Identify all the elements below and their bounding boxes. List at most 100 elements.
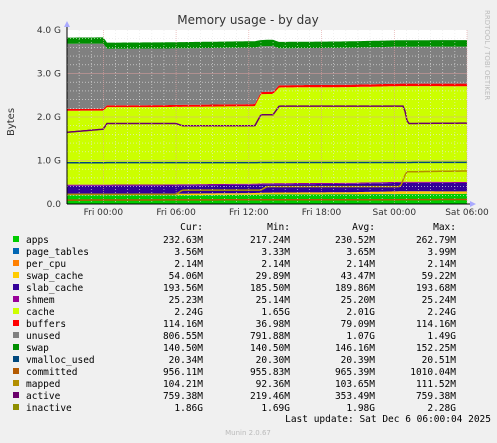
legend-value: 1.98G — [346, 403, 375, 414]
legend-swatch — [13, 404, 19, 410]
legend-value: 759.38M — [163, 391, 203, 402]
legend-swatch — [13, 296, 19, 302]
legend-value: 104.21M — [163, 379, 203, 390]
legend-name: buffers — [26, 319, 66, 330]
legend-value: 140.50M — [250, 343, 290, 354]
area-page_tables — [67, 193, 467, 196]
y-ticks: 0.0 1.0 G 2.0 G 3.0 G 4.0 G — [37, 26, 61, 210]
legend-value: 2.01G — [346, 307, 375, 318]
legend-name: inactive — [26, 403, 72, 414]
legend-name: cache — [26, 307, 55, 318]
legend-value: 114.16M — [416, 319, 456, 330]
legend-name: mapped — [26, 379, 60, 390]
area-cache — [67, 86, 467, 185]
legend-value: 79.09M — [341, 319, 376, 330]
legend-value: 193.56M — [163, 283, 203, 294]
legend-value: 20.30M — [256, 355, 291, 366]
line-active — [67, 170, 468, 196]
legend-swatch — [13, 248, 19, 254]
legend-value: 1010.04M — [410, 367, 456, 378]
x-tick-label: Fri 12:00 — [229, 208, 269, 218]
legend-value: 2.28G — [427, 403, 456, 414]
series-lines — [66, 105, 468, 201]
legend-value: 955.83M — [250, 367, 290, 378]
legend-value: 25.23M — [169, 295, 204, 306]
legend-value: 59.22M — [422, 271, 457, 282]
legend-name: page_tables — [26, 247, 89, 258]
area-shmem — [67, 181, 467, 186]
legend-value: 1.07G — [346, 331, 375, 342]
legend-value: 353.49M — [335, 391, 375, 402]
area-swap — [67, 37, 467, 49]
grid-lines — [66, 30, 468, 204]
area-slab_cache — [67, 182, 467, 194]
legend-value: 152.25M — [416, 343, 456, 354]
x-ticks: Fri 00:00 Fri 06:00 Fri 12:00 Fri 18:00 Sat … — [84, 208, 489, 218]
line-inactive — [66, 105, 467, 133]
legend-value: 20.39M — [341, 355, 376, 366]
legend-value: 146.16M — [335, 343, 375, 354]
legend-name: swap — [26, 343, 49, 354]
legend-value: 956.11M — [163, 367, 203, 378]
legend-value: 217.24M — [250, 235, 290, 246]
legend-value: 20.51M — [422, 355, 457, 366]
legend-swatch — [13, 272, 19, 278]
legend-name: unused — [26, 331, 60, 342]
legend-name: active — [26, 391, 61, 402]
x-axis-arrow-icon — [470, 201, 476, 207]
legend-value: 3.33M — [261, 247, 290, 258]
y-tick-label: 2.0 G — [37, 113, 61, 123]
legend-swatch — [13, 320, 19, 326]
legend-value: 189.86M — [335, 283, 375, 294]
y-tick-label: 4.0 G — [37, 26, 61, 36]
legend-value: 193.68M — [416, 283, 456, 294]
y-tick-label: 0.0 — [47, 200, 62, 210]
legend-value: 43.47M — [341, 271, 376, 282]
legend-value: 3.99M — [427, 247, 456, 258]
legend-value: 262.79M — [416, 235, 456, 246]
legend-swatch — [13, 332, 19, 338]
legend-value: 36.98M — [256, 319, 291, 330]
legend-value: 103.65M — [335, 379, 375, 390]
legend-value: 111.52M — [416, 379, 456, 390]
legend-value: 3.65M — [346, 247, 375, 258]
y-tick-label: 1.0 G — [37, 157, 61, 167]
legend-swatch — [13, 392, 19, 398]
munin-version: Munin 2.0.67 — [225, 429, 271, 437]
legend-value: 230.52M — [335, 235, 375, 246]
legend-value: 1.49G — [427, 331, 456, 342]
legend-value: 25.14M — [256, 295, 291, 306]
x-tick-label: Sat 00:00 — [372, 208, 416, 218]
x-tick-label: Fri 06:00 — [156, 208, 196, 218]
chart-title: Memory usage - by day — [177, 13, 318, 27]
legend-value: 20.34M — [169, 355, 204, 366]
area-apps — [67, 194, 467, 204]
legend-table: Cur: Min: Avg: Max: apps 232.63M 217.24M 230.52… — [13, 222, 456, 414]
legend-value: 1.69G — [261, 403, 290, 414]
legend-swatch — [13, 368, 19, 374]
y-axis-label: Bytes — [6, 108, 17, 136]
legend-swatch — [13, 308, 19, 314]
legend-value: 965.39M — [335, 367, 375, 378]
legend-value: 140.50M — [163, 343, 203, 354]
y-axis-arrow-icon — [64, 21, 70, 27]
legend-value: 791.88M — [250, 331, 290, 342]
legend-value: 2.24G — [174, 307, 203, 318]
legend-swatch — [13, 356, 19, 362]
x-tick-label: Fri 00:00 — [84, 208, 124, 218]
legend-swatch — [13, 284, 19, 290]
area-unused — [67, 43, 467, 109]
x-tick-label: Sat 06:00 — [445, 208, 489, 218]
legend-value: 1.86G — [174, 403, 203, 414]
legend-value: 92.36M — [256, 379, 291, 390]
legend-value: 29.89M — [256, 271, 291, 282]
legend-swatch — [13, 260, 19, 266]
y-tick-label: 3.0 G — [37, 70, 61, 80]
legend-header: Avg: — [352, 222, 375, 233]
legend-value: 232.63M — [163, 235, 203, 246]
line-mapped — [67, 198, 467, 201]
legend-value: 54.06M — [169, 271, 204, 282]
last-update: Last update: Sat Dec 6 06:00:04 2025 — [285, 414, 491, 425]
legend-name: shmem — [26, 295, 55, 306]
